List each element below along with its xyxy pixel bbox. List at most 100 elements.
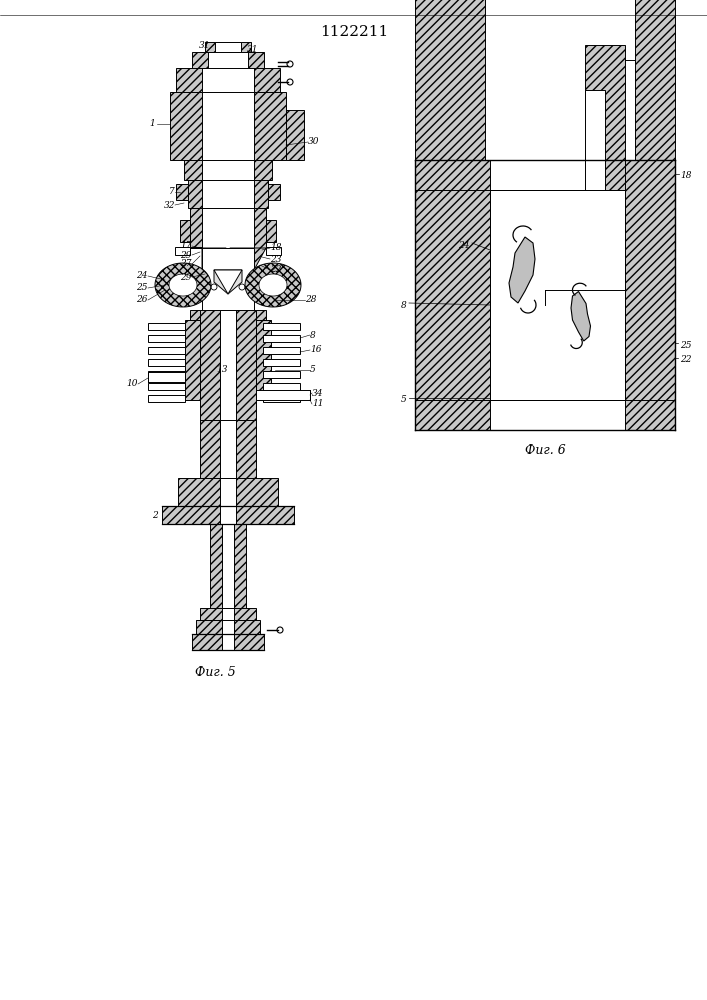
Bar xyxy=(184,160,272,180)
Bar xyxy=(222,608,234,620)
Bar xyxy=(415,160,675,430)
Bar xyxy=(585,45,625,190)
Bar xyxy=(605,60,635,190)
Bar xyxy=(220,506,236,524)
Bar xyxy=(208,52,248,68)
Bar xyxy=(490,190,625,400)
Bar xyxy=(266,247,281,255)
Bar xyxy=(585,90,605,190)
Polygon shape xyxy=(214,270,242,294)
Bar xyxy=(415,160,675,190)
Bar xyxy=(234,524,246,610)
Text: 31: 31 xyxy=(199,40,211,49)
Text: 5: 5 xyxy=(310,365,316,374)
Bar xyxy=(205,42,251,52)
Text: 7: 7 xyxy=(169,188,175,196)
Bar xyxy=(190,208,266,248)
Bar xyxy=(196,620,260,634)
Bar xyxy=(148,371,185,378)
Bar xyxy=(148,395,185,402)
Bar xyxy=(570,220,585,270)
Bar xyxy=(200,420,220,478)
Text: 1: 1 xyxy=(149,119,155,128)
Bar xyxy=(180,220,190,242)
Bar xyxy=(263,359,300,366)
Bar xyxy=(176,184,188,200)
Bar xyxy=(220,420,236,478)
Bar xyxy=(220,310,236,420)
Polygon shape xyxy=(256,390,310,400)
Text: 18: 18 xyxy=(270,243,281,252)
Text: 25: 25 xyxy=(680,340,691,350)
Text: 1122211: 1122211 xyxy=(320,25,388,39)
Text: 32: 32 xyxy=(163,200,175,210)
Bar xyxy=(202,92,254,160)
Text: 31: 31 xyxy=(247,44,259,53)
Bar xyxy=(190,310,200,320)
Bar xyxy=(170,92,286,160)
Bar xyxy=(415,400,675,430)
Text: 24: 24 xyxy=(136,271,148,280)
Bar xyxy=(162,506,294,524)
Bar xyxy=(236,420,256,478)
Bar xyxy=(220,478,236,506)
Bar xyxy=(263,371,300,378)
Bar xyxy=(210,524,222,610)
Bar xyxy=(266,220,276,242)
Text: 28: 28 xyxy=(305,296,317,304)
Text: 13: 13 xyxy=(216,365,228,374)
Text: 8: 8 xyxy=(310,330,316,340)
Polygon shape xyxy=(259,274,287,296)
Polygon shape xyxy=(190,248,226,288)
Text: 30: 30 xyxy=(308,137,320,146)
Bar xyxy=(176,68,280,92)
Bar xyxy=(490,160,625,190)
Bar xyxy=(635,0,675,190)
Text: 11: 11 xyxy=(312,399,324,408)
Text: 8: 8 xyxy=(402,300,407,310)
Bar xyxy=(148,335,185,342)
Bar xyxy=(263,347,300,354)
Bar xyxy=(625,160,675,430)
Text: 17: 17 xyxy=(180,241,192,250)
Bar xyxy=(188,180,268,208)
Text: Фиг. 6: Фиг. 6 xyxy=(525,444,566,456)
Text: 24: 24 xyxy=(459,240,470,249)
Polygon shape xyxy=(214,270,242,294)
Text: 22: 22 xyxy=(680,356,691,364)
Text: 16: 16 xyxy=(310,346,322,355)
Bar xyxy=(178,478,278,506)
Bar xyxy=(202,68,254,92)
Polygon shape xyxy=(230,248,266,288)
Polygon shape xyxy=(169,274,197,296)
Bar xyxy=(148,383,185,390)
Bar xyxy=(256,320,271,400)
Polygon shape xyxy=(148,372,185,382)
Bar xyxy=(268,184,280,200)
Text: 10: 10 xyxy=(127,379,138,388)
Text: 5: 5 xyxy=(402,395,407,404)
Bar xyxy=(148,323,185,330)
Bar xyxy=(148,359,185,366)
Bar xyxy=(185,320,200,400)
Bar xyxy=(202,248,254,310)
Bar xyxy=(263,323,300,330)
Text: Фиг. 5: Фиг. 5 xyxy=(194,666,235,678)
Bar xyxy=(485,160,605,190)
Bar xyxy=(192,52,264,68)
Polygon shape xyxy=(509,237,535,303)
Bar xyxy=(256,310,266,320)
Bar xyxy=(263,383,300,390)
Bar xyxy=(490,400,625,430)
Bar xyxy=(620,160,675,190)
Text: 2: 2 xyxy=(152,512,158,520)
Bar xyxy=(545,275,585,290)
Bar xyxy=(148,347,185,354)
Bar xyxy=(202,160,254,180)
Text: 29: 29 xyxy=(180,272,192,282)
Text: 23: 23 xyxy=(270,254,281,263)
Bar xyxy=(192,634,264,650)
Text: 25: 25 xyxy=(136,284,148,292)
Text: 18: 18 xyxy=(680,170,691,180)
Text: 26: 26 xyxy=(136,296,148,304)
